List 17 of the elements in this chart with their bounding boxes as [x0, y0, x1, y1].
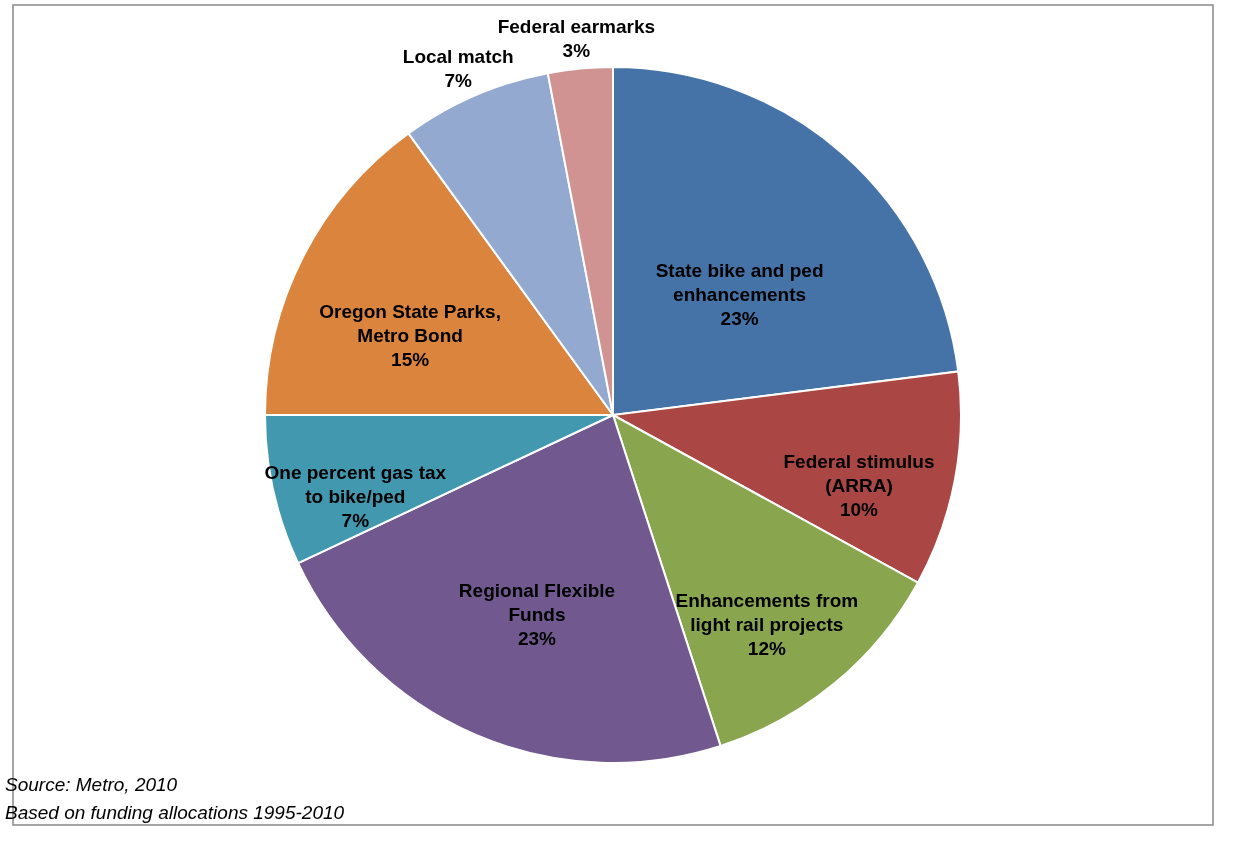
data-label: 15% [391, 348, 430, 370]
slice-label: State bike and ped enhancements [655, 260, 824, 306]
data-label: 3% [562, 39, 591, 61]
slice-label: Federal earmarks [497, 15, 656, 37]
data-label: 7% [444, 70, 473, 92]
slice-label: Federal stimulus (ARRA) [783, 450, 935, 496]
data-label: 12% [747, 637, 786, 659]
data-label: 23% [517, 627, 557, 649]
slice-label: Enhancements from light rail projects [675, 589, 859, 635]
source-note: Source: Metro, 2010 [5, 774, 178, 795]
data-label: 10% [839, 498, 879, 520]
slice-label: Local match [402, 46, 514, 68]
slice-label: Oregon State Parks, Metro Bond [319, 300, 501, 346]
slice-label: Regional Flexible Funds [458, 579, 616, 625]
data-label: 23% [720, 308, 759, 330]
data-label: 7% [341, 509, 370, 531]
text: Based on funding allocations 1995-2010 [5, 802, 345, 823]
